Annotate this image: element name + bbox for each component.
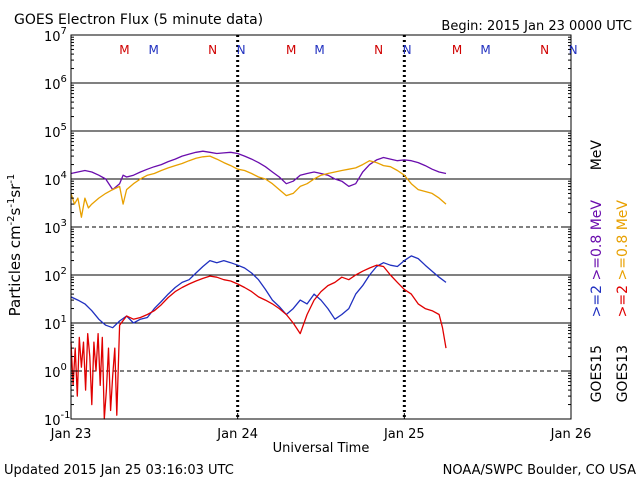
legend-mev-label: MeV — [589, 140, 605, 171]
series-layer — [70, 150, 447, 420]
mn-marker: N — [540, 43, 549, 57]
x-tick-label: Jan 24 — [216, 427, 258, 442]
series-line — [70, 155, 447, 218]
x-tick-label: Jan 25 — [383, 427, 425, 442]
y-tick-label: 104 — [44, 170, 67, 189]
gridlines — [71, 82, 571, 372]
mn-marker: M — [480, 43, 490, 57]
x-tick-label: Jan 26 — [550, 427, 592, 442]
series-line — [70, 150, 447, 191]
legend-column-2: >=0.8 MeV >=2 GOES13 — [615, 200, 631, 403]
y-tick-label: 105 — [44, 122, 67, 141]
y-axis-label: Particles cm-2s-1sr-1 — [6, 174, 24, 317]
legend-goes15-2mev: >=2 — [589, 285, 605, 317]
begin-time-label: Begin: 2015 Jan 23 0000 UTC — [441, 19, 632, 34]
mn-marker: M — [314, 43, 324, 57]
y-tick-label: 101 — [44, 314, 67, 333]
chart-title: GOES Electron Flux (5 minute data) — [14, 12, 263, 28]
mn-marker: N — [374, 43, 383, 57]
mn-marker: N — [237, 43, 246, 57]
y-axis-label-text: Particles cm-2s-1sr-1 — [6, 174, 24, 317]
x-tick-label: Jan 23 — [50, 427, 92, 442]
x-axis-ticks: Jan 23 Jan 24 Jan 25 Jan 26 — [50, 413, 592, 442]
day-separators — [236, 35, 406, 419]
mn-marker: M — [119, 43, 129, 57]
legend-column-1: MeV >=0.8 MeV >=2 GOES15 — [589, 140, 605, 403]
y-axis-ticks: 107 106 105 104 103 102 101 100 10-1 — [44, 26, 571, 429]
y-tick-label: 100 — [44, 362, 67, 381]
series-line — [70, 255, 447, 329]
credit-label: NOAA/SWPC Boulder, CO USA — [443, 463, 636, 478]
y-tick-label: 103 — [44, 218, 67, 237]
mn-marker: M — [452, 43, 462, 57]
y-tick-label: 10-1 — [44, 410, 71, 429]
x-axis-label: Universal Time — [273, 441, 370, 456]
mn-marker: M — [286, 43, 296, 57]
mn-marker: N — [208, 43, 217, 57]
series-line — [70, 264, 447, 420]
mn-marker: N — [569, 43, 578, 57]
y-tick-label: 106 — [44, 74, 67, 93]
legend-goes15-label: GOES15 — [589, 345, 605, 402]
y-tick-label: 102 — [44, 266, 67, 285]
mn-marker: M — [148, 43, 158, 57]
legend-goes13-2mev: >=2 — [615, 285, 631, 317]
y-tick-label: 107 — [44, 26, 67, 45]
legend-goes13-label: GOES13 — [615, 345, 631, 402]
legend-goes15-08mev: >=0.8 MeV — [589, 200, 605, 281]
mn-marker: N — [403, 43, 412, 57]
legend-goes13-08mev: >=0.8 MeV — [615, 200, 631, 281]
updated-timestamp: Updated 2015 Jan 25 03:16:03 UTC — [4, 463, 234, 478]
